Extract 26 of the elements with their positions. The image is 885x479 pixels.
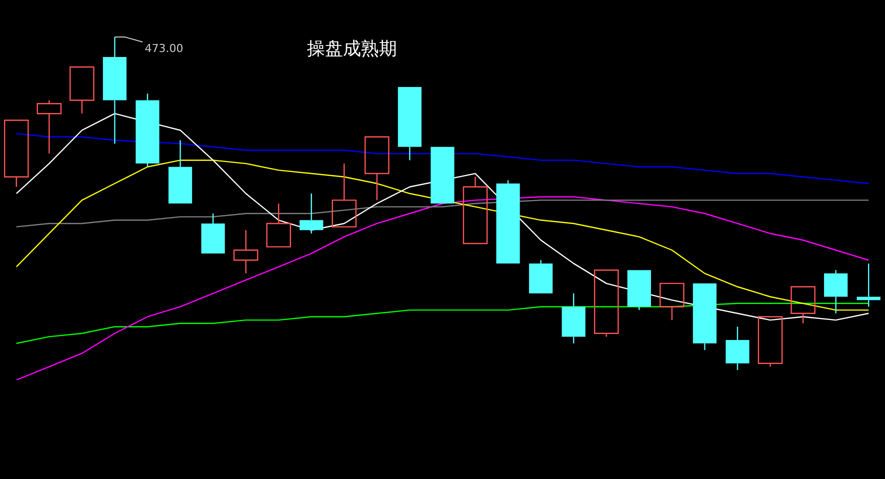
candlestick xyxy=(790,286,816,324)
candlestick xyxy=(364,136,390,201)
candlestick xyxy=(201,212,225,254)
candlestick xyxy=(102,36,127,144)
annotation: 473.00 xyxy=(144,42,184,55)
chart-title: 操盘成熟期 xyxy=(307,38,397,60)
candlestick xyxy=(233,230,258,274)
candlestick xyxy=(758,316,783,368)
candlestick xyxy=(266,202,292,248)
candlestick xyxy=(562,292,586,344)
candlestick xyxy=(824,270,848,314)
candlestick xyxy=(529,260,553,294)
candlestick xyxy=(726,326,750,371)
candlestick xyxy=(168,140,192,204)
candlestick xyxy=(332,162,357,228)
candlestick xyxy=(4,120,29,188)
candlestick xyxy=(692,283,717,351)
candlestick xyxy=(660,282,684,321)
candlestick xyxy=(462,176,488,244)
candlestick xyxy=(627,270,651,311)
candlestick xyxy=(856,262,880,308)
candlestick xyxy=(70,66,94,114)
candlestick xyxy=(300,192,324,234)
candlestick xyxy=(36,100,62,154)
candlestick xyxy=(136,93,160,168)
candlestick xyxy=(398,86,422,161)
